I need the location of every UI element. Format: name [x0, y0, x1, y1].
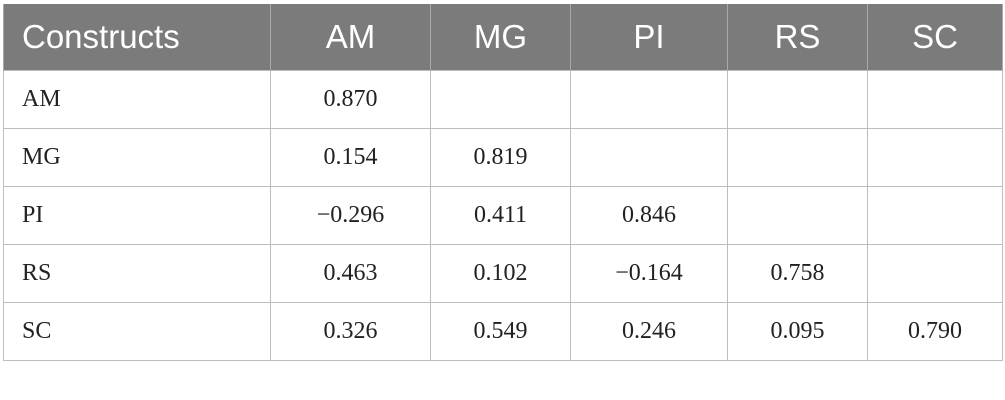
row-label: SC [3, 302, 271, 361]
table-cell: 0.102 [430, 244, 571, 303]
row-label: PI [3, 186, 271, 245]
header-constructs: Constructs [3, 4, 271, 71]
table-cell [430, 70, 571, 129]
table-cell: 0.790 [867, 302, 1003, 361]
table-cell [867, 186, 1003, 245]
table-row: RS 0.463 0.102 −0.164 0.758 [3, 244, 1003, 303]
table-cell: 0.549 [430, 302, 571, 361]
table-cell: 0.154 [270, 128, 431, 187]
header-mg: MG [430, 4, 571, 71]
header-pi: PI [570, 4, 728, 71]
table-row: MG 0.154 0.819 [3, 128, 1003, 187]
table-cell [727, 128, 868, 187]
header-am: AM [270, 4, 431, 71]
table-cell [727, 70, 868, 129]
correlation-table: Constructs AM MG PI RS SC AM 0.870 MG 0.… [3, 4, 1003, 361]
row-label: MG [3, 128, 271, 187]
table-cell [570, 70, 728, 129]
table-cell [867, 244, 1003, 303]
table-row: AM 0.870 [3, 70, 1003, 129]
table-cell: 0.095 [727, 302, 868, 361]
table-cell: 0.846 [570, 186, 728, 245]
table-cell: 0.819 [430, 128, 571, 187]
row-label: AM [3, 70, 271, 129]
header-row: Constructs AM MG PI RS SC [3, 4, 1003, 71]
row-label: RS [3, 244, 271, 303]
table-row: PI −0.296 0.411 0.846 [3, 186, 1003, 245]
table-cell [570, 128, 728, 187]
table-cell: 0.758 [727, 244, 868, 303]
header-rs: RS [727, 4, 868, 71]
table-cell: −0.164 [570, 244, 728, 303]
table-cell: −0.296 [270, 186, 431, 245]
table-cell [867, 70, 1003, 129]
table-header: Constructs AM MG PI RS SC [3, 4, 1003, 71]
table-row: SC 0.326 0.549 0.246 0.095 0.790 [3, 302, 1003, 361]
header-sc: SC [867, 4, 1003, 71]
table-cell: 0.870 [270, 70, 431, 129]
table-cell: 0.463 [270, 244, 431, 303]
table-cell [727, 186, 868, 245]
table-cell: 0.326 [270, 302, 431, 361]
table-cell: 0.246 [570, 302, 728, 361]
table-cell [867, 128, 1003, 187]
table-body: AM 0.870 MG 0.154 0.819 PI −0.296 0.411 … [3, 70, 1003, 361]
table-cell: 0.411 [430, 186, 571, 245]
